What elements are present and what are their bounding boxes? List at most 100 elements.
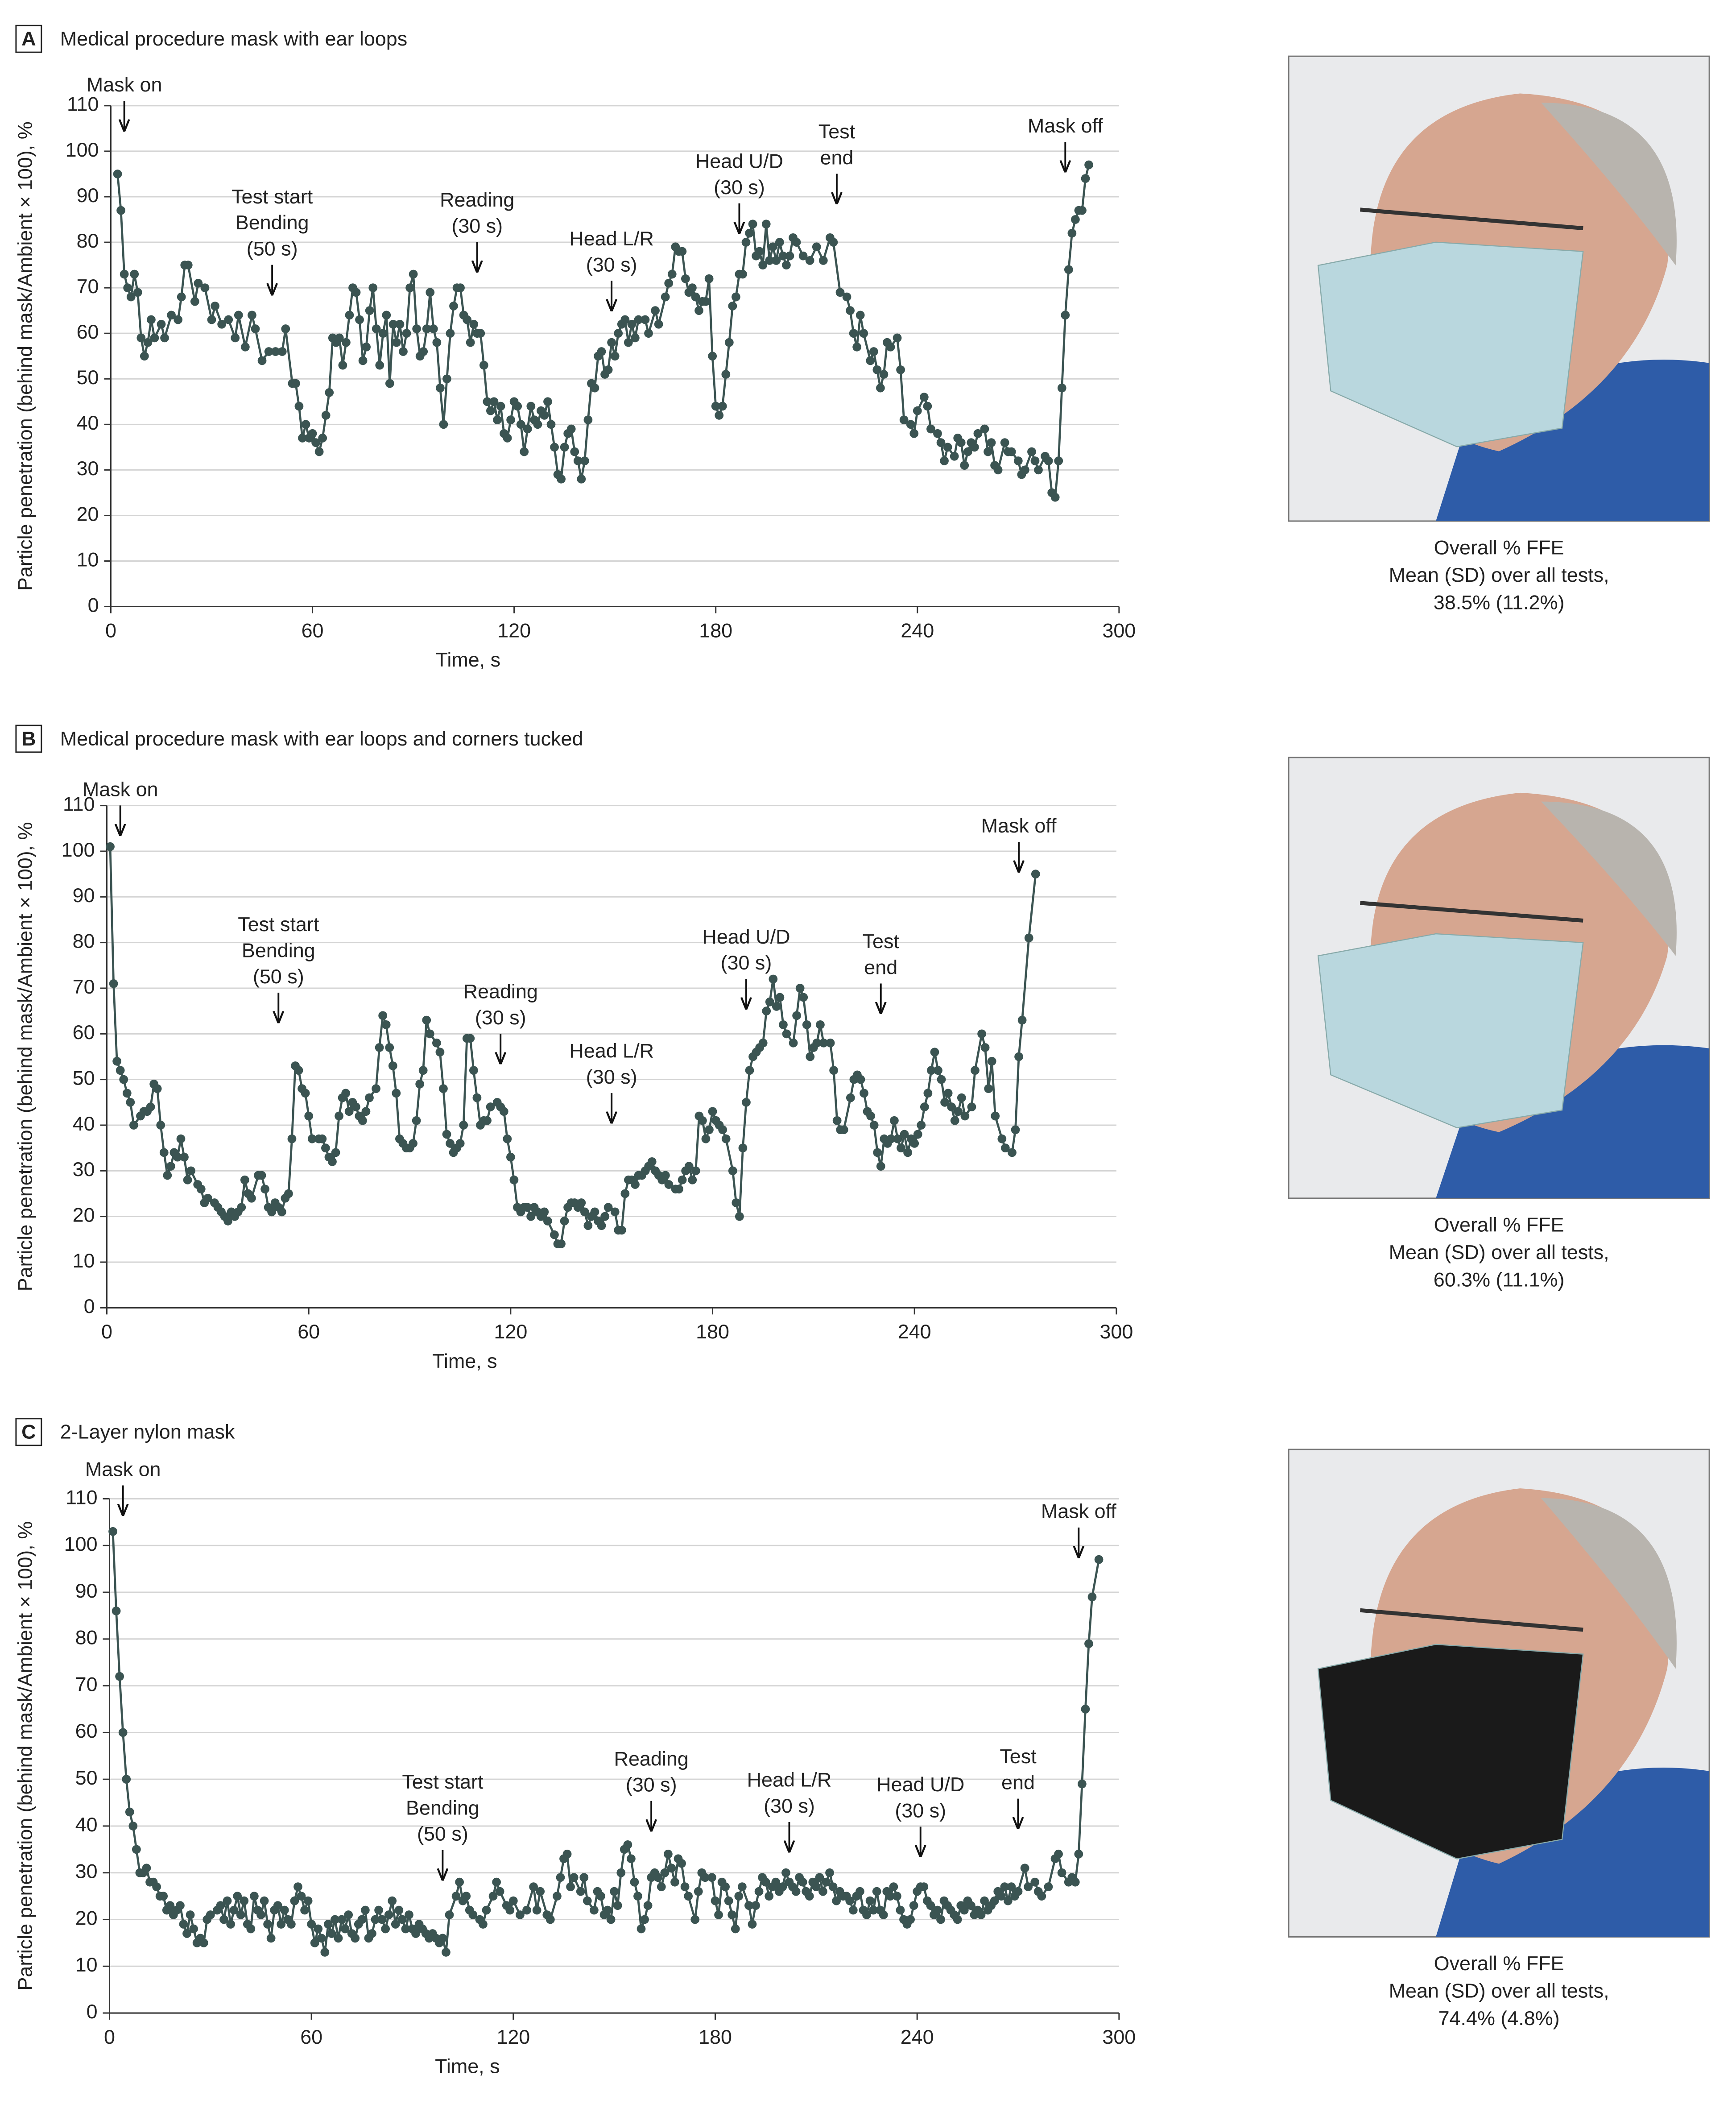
data-point xyxy=(839,1125,848,1135)
photo-mask xyxy=(1317,1644,1584,1860)
y-tick-label: 60 xyxy=(73,1021,95,1044)
data-point xyxy=(223,1896,232,1905)
photo-mask xyxy=(1317,241,1584,447)
data-point xyxy=(160,333,169,343)
data-point xyxy=(532,1905,541,1915)
data-point xyxy=(247,1193,256,1203)
annotation-text: Reading xyxy=(614,1747,689,1770)
data-point xyxy=(234,311,243,320)
data-point xyxy=(377,1915,387,1924)
y-tick-label: 80 xyxy=(75,1626,98,1649)
data-point xyxy=(678,247,687,256)
annotation-text: Bending xyxy=(406,1796,479,1819)
data-point xyxy=(721,1134,731,1143)
data-point xyxy=(653,1873,663,1882)
data-point xyxy=(112,1056,122,1066)
data-point xyxy=(483,1116,492,1125)
data-point xyxy=(822,1877,831,1887)
y-tick-label: 70 xyxy=(73,975,95,998)
data-point xyxy=(159,1892,168,1901)
data-point xyxy=(751,1901,760,1910)
data-point xyxy=(771,1877,781,1887)
data-point xyxy=(476,329,485,338)
data-point xyxy=(738,1143,748,1153)
data-point xyxy=(782,261,791,269)
photo-shirt xyxy=(1436,1045,1710,1198)
data-point xyxy=(152,1882,161,1892)
photo-caption: Mean (SD) over all tests, xyxy=(1389,1241,1609,1263)
data-point xyxy=(523,424,532,434)
data-point xyxy=(1030,456,1040,465)
data-point xyxy=(520,447,529,456)
data-point xyxy=(906,420,915,429)
data-point xyxy=(469,319,479,329)
data-point xyxy=(899,415,909,424)
data-point xyxy=(294,1066,303,1075)
data-point xyxy=(344,1107,354,1116)
data-point xyxy=(869,347,878,356)
x-tick-label: 60 xyxy=(302,619,324,642)
data-point xyxy=(257,356,267,365)
data-point xyxy=(199,1938,208,1947)
data-point xyxy=(321,411,331,420)
data-point xyxy=(792,1011,802,1020)
data-point xyxy=(698,1116,707,1125)
data-point xyxy=(206,1910,215,1919)
data-point xyxy=(479,1920,488,1929)
data-point xyxy=(338,360,347,370)
data-point xyxy=(812,242,821,252)
data-point xyxy=(118,1728,128,1737)
data-point xyxy=(913,1130,922,1139)
annotation-text: (30 s) xyxy=(626,1773,677,1796)
data-point xyxy=(240,342,250,352)
data-point xyxy=(976,1910,986,1919)
data-point xyxy=(886,342,895,352)
data-point xyxy=(846,306,855,315)
data-point xyxy=(734,1892,744,1901)
data-point xyxy=(909,429,919,438)
data-point xyxy=(660,1868,670,1877)
data-point xyxy=(936,438,946,447)
data-point xyxy=(980,1896,989,1905)
data-point xyxy=(388,1896,397,1905)
data-point xyxy=(580,456,589,465)
data-point xyxy=(667,1864,676,1873)
y-tick-label: 100 xyxy=(64,1532,98,1555)
annotation-text: (30 s) xyxy=(895,1799,946,1822)
data-point xyxy=(893,333,902,343)
data-point xyxy=(503,434,512,443)
y-tick-label: 40 xyxy=(73,1112,95,1135)
data-point xyxy=(122,1089,132,1098)
panel-label: A xyxy=(21,27,36,50)
panel-label: B xyxy=(21,727,36,750)
data-point xyxy=(933,429,942,438)
annotation-text: Test xyxy=(818,120,856,143)
data-point xyxy=(1030,1877,1040,1887)
data-point xyxy=(116,206,125,215)
data-point xyxy=(923,402,932,411)
data-point xyxy=(950,451,959,461)
data-point xyxy=(173,1152,182,1162)
data-point xyxy=(246,1924,256,1934)
y-tick-label: 10 xyxy=(73,1249,95,1272)
y-tick-label: 30 xyxy=(75,1860,98,1883)
data-point xyxy=(879,1910,888,1919)
panel-label-box xyxy=(15,25,42,53)
data-point xyxy=(1024,933,1033,943)
annotation-text: Reading xyxy=(463,980,538,1003)
data-point xyxy=(1031,870,1040,879)
data-point xyxy=(273,1901,282,1910)
data-point xyxy=(616,1868,626,1877)
annotation-text: Test xyxy=(1000,1745,1037,1768)
annotation-text: Head L/R xyxy=(747,1768,832,1791)
data-point xyxy=(596,1892,605,1901)
data-point xyxy=(462,1892,471,1901)
data-point xyxy=(876,1162,885,1171)
data-point xyxy=(792,238,801,247)
data-point xyxy=(422,1015,431,1025)
chart-title: 2-Layer nylon mask xyxy=(60,1421,235,1443)
data-point xyxy=(180,1152,189,1162)
data-point xyxy=(664,1849,673,1859)
data-point xyxy=(856,311,865,320)
